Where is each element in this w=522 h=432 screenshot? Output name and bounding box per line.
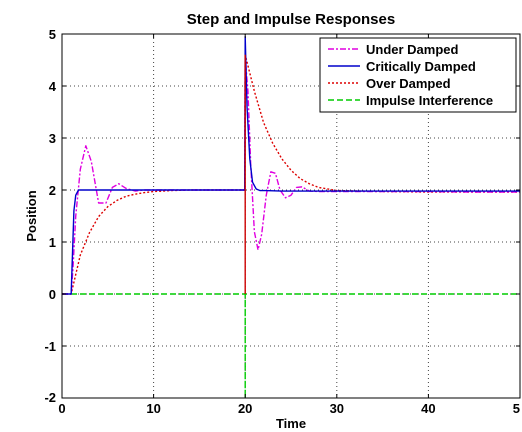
x-tick-label: 5: [513, 401, 520, 416]
y-tick-label: 4: [49, 79, 57, 94]
x-tick-label: 0: [58, 401, 65, 416]
series-layer: [62, 35, 520, 399]
y-tick-label: 3: [49, 131, 56, 146]
y-tick-label: 5: [49, 27, 56, 42]
x-tick-label: 30: [330, 401, 344, 416]
legend-label: Critically Damped: [366, 59, 476, 74]
plot-frame: [61, 33, 521, 399]
tick-labels: 0 10 20 30 40 5 -2 -1 0 1 2 3 4 5: [44, 27, 521, 416]
y-tick-label: -2: [44, 390, 56, 405]
x-tick-label: 40: [421, 401, 435, 416]
y-axis-label: Position: [24, 190, 39, 241]
legend: Under Damped Critically Damped Over Damped…: [319, 37, 517, 113]
y-tick-label: 0: [49, 287, 56, 302]
chart-title: Step and Impulse Responses: [187, 11, 395, 28]
legend-label: Impulse Interference: [366, 93, 493, 108]
legend-box: [319, 37, 517, 113]
y-tick-label: 1: [49, 235, 56, 250]
y-tick-label: -1: [44, 339, 56, 354]
legend-label: Under Damped: [366, 42, 459, 57]
x-tick-label: 20: [238, 401, 252, 416]
x-tick-label: 10: [146, 401, 160, 416]
legend-label: Over Damped: [366, 76, 451, 91]
x-axis-label: Time: [276, 416, 306, 431]
y-tick-label: 2: [49, 183, 56, 198]
